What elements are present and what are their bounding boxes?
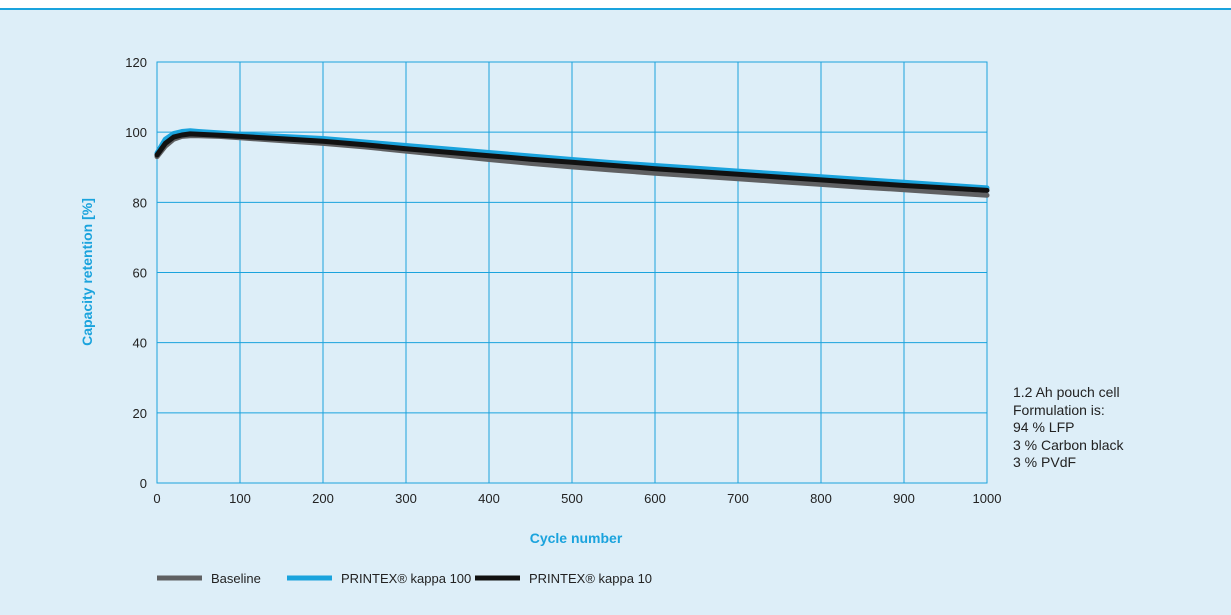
y-tick-label: 20 <box>133 406 147 421</box>
x-tick-label: 900 <box>893 491 915 506</box>
x-tick-label: 0 <box>153 491 160 506</box>
series-line-2 <box>154 128 990 191</box>
x-tick-label: 100 <box>229 491 251 506</box>
x-tick-label: 600 <box>644 491 666 506</box>
legend-label: PRINTEX® kappa 10 <box>529 571 652 586</box>
y-axis-ticks: 0 20 40 60 80 100 120 <box>125 55 147 491</box>
legend: Baseline PRINTEX® kappa 100 PRINTEX® kappa… <box>157 571 652 586</box>
y-axis-title: Capacity retention [%] <box>79 198 95 346</box>
note-line: 94 % LFP <box>1013 419 1075 435</box>
x-tick-label: 400 <box>478 491 500 506</box>
x-tick-label: 500 <box>561 491 583 506</box>
y-tick-label: 60 <box>133 266 147 281</box>
x-tick-label: 300 <box>395 491 417 506</box>
y-tick-label: 120 <box>125 55 147 70</box>
x-tick-label: 200 <box>312 491 334 506</box>
y-tick-label: 0 <box>140 476 147 491</box>
note-line: Formulation is: <box>1013 401 1105 418</box>
legend-label: Baseline <box>211 571 261 586</box>
cell-formulation-note: 1.2 Ah pouch cell Formulation is: 94 % L… <box>1013 384 1124 472</box>
x-tick-label: 800 <box>810 491 832 506</box>
series-lines <box>154 128 990 198</box>
y-tick-label: 40 <box>133 336 147 351</box>
x-axis-ticks: 0 100 200 300 400 500 600 700 800 900 1000 <box>153 491 1001 506</box>
legend-label: PRINTEX® kappa 100 <box>341 571 471 586</box>
x-axis-title: Cycle number <box>530 530 623 546</box>
note-line: 1.2 Ah pouch cell <box>1013 384 1120 400</box>
note-line: 3 % PVdF <box>1013 454 1077 470</box>
series-line-3 <box>154 131 990 193</box>
y-tick-label: 80 <box>133 195 147 210</box>
x-tick-label: 1000 <box>973 491 1002 506</box>
x-tick-label: 700 <box>727 491 749 506</box>
note-line: 3 % Carbon black <box>1013 436 1124 453</box>
y-tick-label: 100 <box>125 125 147 140</box>
top-rule <box>0 0 1231 10</box>
